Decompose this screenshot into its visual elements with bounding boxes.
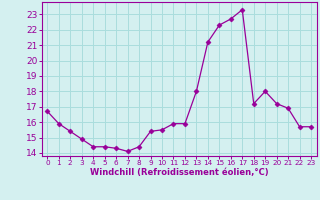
X-axis label: Windchill (Refroidissement éolien,°C): Windchill (Refroidissement éolien,°C)	[90, 168, 268, 177]
